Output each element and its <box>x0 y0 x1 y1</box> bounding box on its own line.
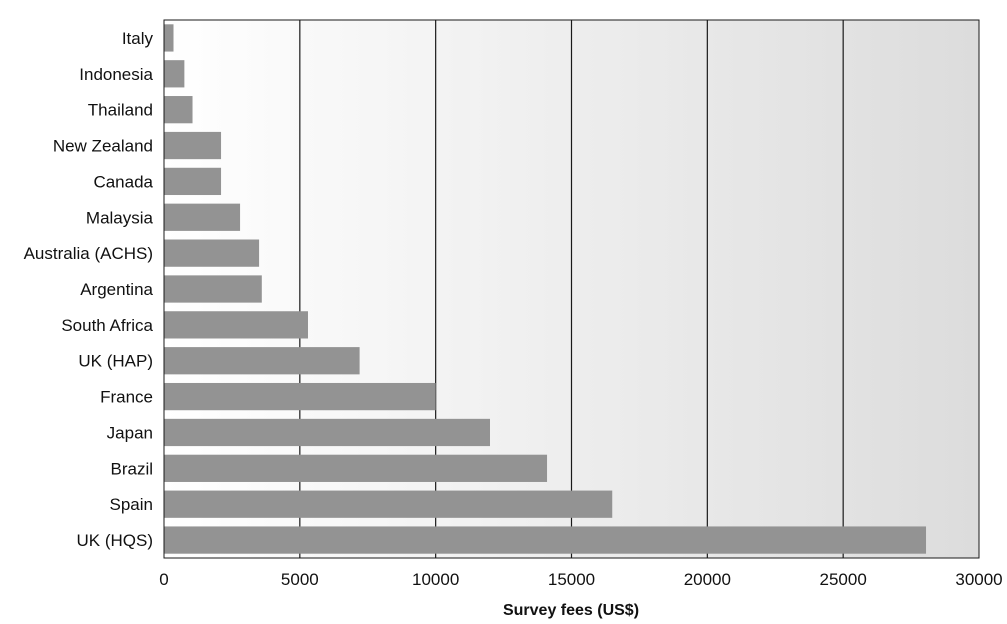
x-tick-label: 10000 <box>412 570 459 589</box>
bars <box>164 24 927 554</box>
category-label: Italy <box>122 29 154 48</box>
category-label: Indonesia <box>79 65 153 84</box>
category-label: Thailand <box>88 101 153 120</box>
category-label: Australia (ACHS) <box>24 244 153 263</box>
bar <box>164 96 193 124</box>
bar <box>164 131 222 160</box>
bar <box>164 239 260 267</box>
x-tick-label: 5000 <box>281 570 319 589</box>
category-label: France <box>100 388 153 407</box>
bar <box>164 60 185 88</box>
bar <box>164 167 222 196</box>
bar <box>164 526 927 554</box>
category-label: Brazil <box>110 459 153 478</box>
x-tick-label: 0 <box>159 570 168 589</box>
category-label: Spain <box>110 495 153 514</box>
category-label: New Zealand <box>53 137 153 156</box>
category-label: Canada <box>93 172 153 191</box>
category-label: UK (HAP) <box>78 352 153 371</box>
x-tick-labels: 0 5000 10000 15000 20000 25000 30000 <box>159 570 1002 589</box>
category-label: Japan <box>107 423 153 442</box>
bar <box>164 454 548 482</box>
x-tick-label: 25000 <box>820 570 867 589</box>
x-axis-title: Survey fees (US$) <box>503 602 639 619</box>
category-label: UK (HQS) <box>77 531 154 550</box>
category-label: Argentina <box>80 280 153 299</box>
bar <box>164 347 360 375</box>
bar <box>164 490 613 518</box>
bar <box>164 203 241 231</box>
x-tick-label: 20000 <box>684 570 731 589</box>
bar <box>164 24 174 52</box>
category-labels: Italy Indonesia Thailand New Zealand Canada M… <box>24 29 154 550</box>
bar <box>164 311 308 339</box>
x-tick-label: 15000 <box>548 570 595 589</box>
plot-border <box>163 19 980 559</box>
bar <box>164 275 262 303</box>
category-label: South Africa <box>61 316 153 335</box>
category-label: Malaysia <box>86 208 154 227</box>
bar <box>164 382 436 411</box>
bar <box>164 418 490 447</box>
x-tick-label: 30000 <box>955 570 1002 589</box>
